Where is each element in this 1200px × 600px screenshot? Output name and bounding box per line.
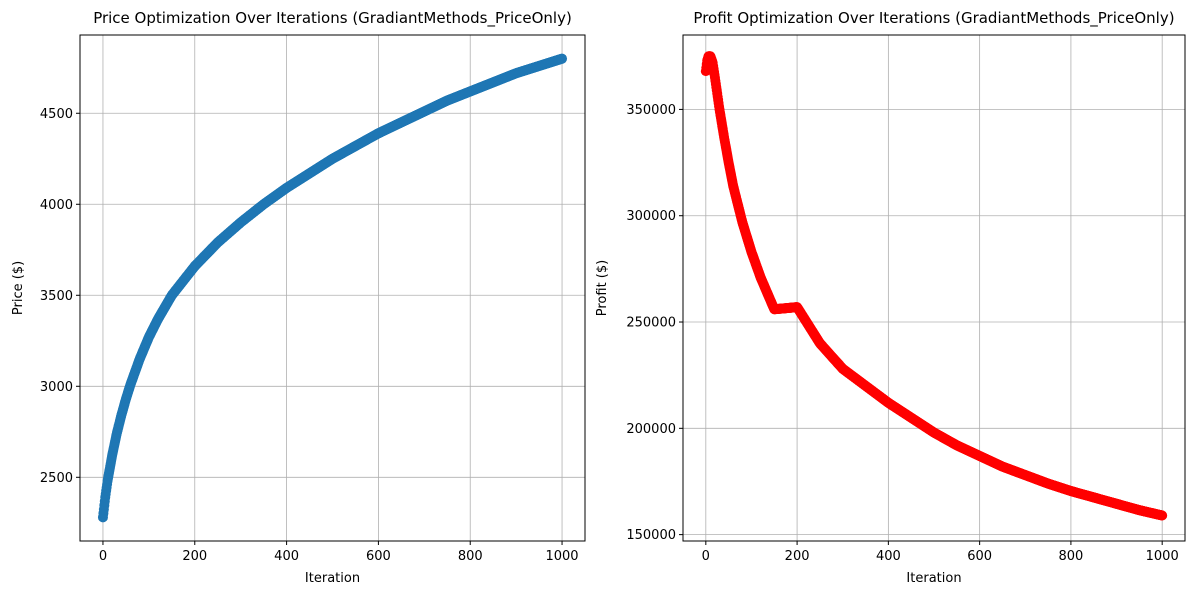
price-y-tick-label: 2500: [40, 471, 73, 486]
price-x-tick-label: 200: [182, 549, 207, 564]
profit-y-tick-label: 200000: [626, 422, 676, 437]
profit-x-tick-label: 800: [1058, 549, 1083, 564]
price-x-tick-label: 400: [274, 549, 299, 564]
price-chart-title: Price Optimization Over Iterations (Grad…: [93, 9, 572, 28]
price-axes-frame: [79, 34, 586, 542]
price-x-tick-label: 800: [458, 549, 483, 564]
price-point: [557, 53, 568, 64]
price-x-tick-label: 0: [99, 549, 107, 564]
profit-x-tick-label: 200: [785, 549, 810, 564]
price-y-axis-label: Price ($): [11, 261, 26, 315]
price-x-tick-label: 1000: [545, 549, 578, 564]
profit-points: [700, 51, 1168, 521]
profit-y-tick-label: 300000: [626, 209, 676, 224]
price-chart: 0 200 400 600 800 1000 2500 3000 3500 4000 4500 Pri…: [11, 9, 586, 586]
profit-x-tick-label: 600: [967, 549, 992, 564]
price-y-tick-label: 4500: [40, 107, 73, 122]
profit-y-tick-label: 250000: [626, 316, 676, 331]
price-points: [97, 53, 568, 523]
profit-x-tick-label: 1000: [1146, 549, 1179, 564]
profit-x-axis-label: Iteration: [906, 571, 961, 586]
profit-chart-title: Profit Optimization Over Iterations (Gra…: [693, 9, 1174, 28]
profit-x-tick-label: 0: [702, 549, 710, 564]
profit-y-axis-label: Profit ($): [595, 260, 610, 316]
profit-y-tick-label: 350000: [626, 103, 676, 118]
price-y-tick-label: 3000: [40, 380, 73, 395]
price-x-axis-label: Iteration: [305, 571, 360, 586]
profit-x-tick-label: 400: [876, 549, 901, 564]
price-y-tick-label: 4000: [40, 198, 73, 213]
profit-point: [1157, 510, 1168, 521]
price-x-tick-label: 600: [366, 549, 391, 564]
profit-y-tick-label: 150000: [626, 528, 676, 543]
profit-chart: 0 200 400 600 800 1000 150000 200000 250000 30000…: [595, 9, 1186, 586]
profit-axes-frame: [682, 34, 1186, 542]
price-y-tick-label: 3500: [40, 289, 73, 304]
